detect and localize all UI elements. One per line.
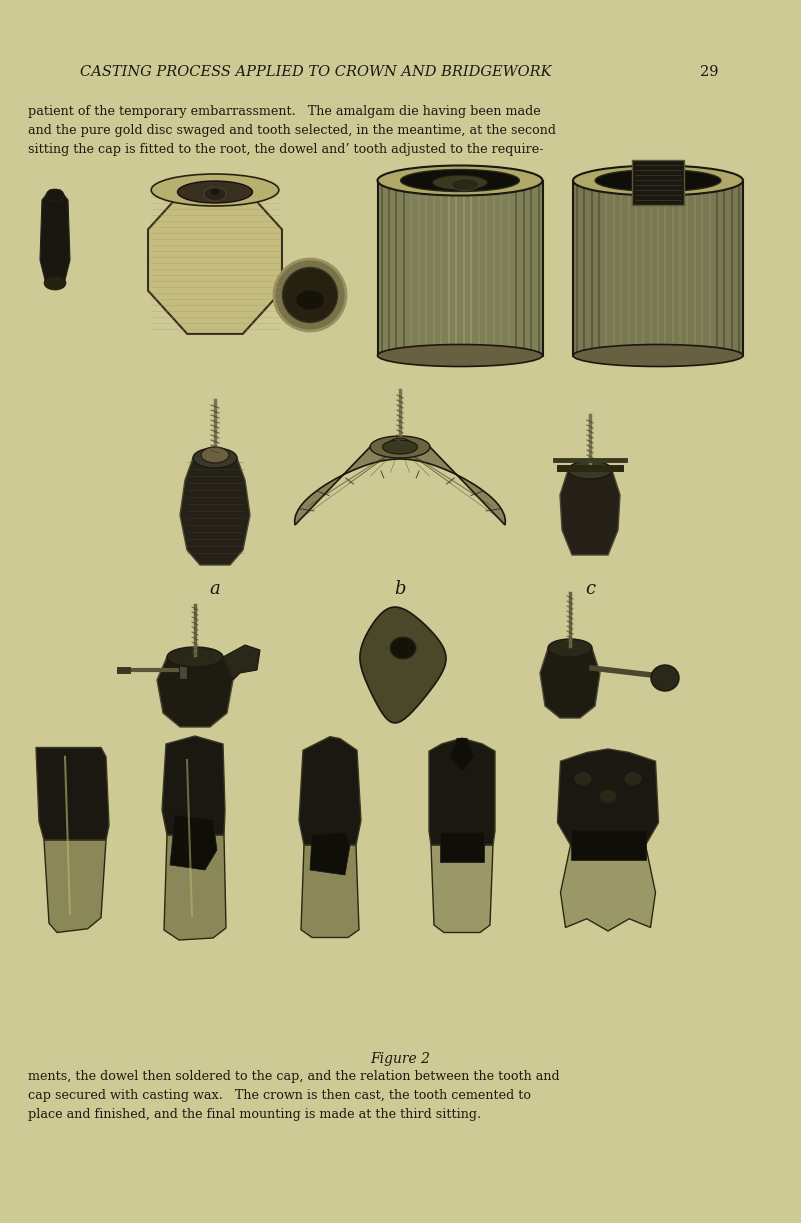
Ellipse shape — [651, 665, 679, 691]
Ellipse shape — [193, 448, 237, 468]
Polygon shape — [170, 815, 217, 870]
Ellipse shape — [274, 259, 346, 331]
Ellipse shape — [283, 268, 337, 323]
FancyBboxPatch shape — [573, 181, 743, 356]
Ellipse shape — [44, 276, 66, 290]
Polygon shape — [36, 747, 109, 840]
Ellipse shape — [201, 446, 229, 464]
Ellipse shape — [624, 772, 642, 785]
Ellipse shape — [573, 165, 743, 196]
Polygon shape — [180, 457, 250, 565]
Ellipse shape — [210, 188, 220, 196]
Polygon shape — [295, 445, 505, 525]
Polygon shape — [310, 832, 350, 874]
Ellipse shape — [167, 647, 223, 667]
Ellipse shape — [370, 437, 430, 457]
Polygon shape — [570, 830, 646, 860]
Ellipse shape — [574, 772, 592, 785]
Polygon shape — [561, 845, 655, 931]
Polygon shape — [431, 845, 493, 932]
Ellipse shape — [377, 345, 542, 367]
Ellipse shape — [573, 345, 743, 367]
Text: patient of the temporary embarrassment.   The amalgam die having been made: patient of the temporary embarrassment. … — [28, 105, 541, 117]
Ellipse shape — [377, 165, 542, 196]
Polygon shape — [157, 657, 233, 726]
Polygon shape — [560, 470, 620, 555]
FancyBboxPatch shape — [632, 160, 684, 204]
Ellipse shape — [599, 789, 617, 804]
Polygon shape — [44, 840, 106, 932]
Text: c: c — [585, 580, 595, 598]
Polygon shape — [301, 845, 359, 938]
Text: 29: 29 — [700, 65, 718, 79]
Ellipse shape — [595, 170, 721, 192]
Polygon shape — [450, 739, 474, 769]
Ellipse shape — [178, 181, 252, 203]
Text: cap secured with casting wax.   The crown is then cast, the tooth cemented to: cap secured with casting wax. The crown … — [28, 1088, 531, 1102]
Ellipse shape — [389, 438, 411, 453]
Ellipse shape — [46, 190, 64, 201]
Ellipse shape — [383, 440, 417, 454]
Ellipse shape — [204, 187, 226, 201]
Polygon shape — [223, 645, 260, 680]
Ellipse shape — [296, 290, 324, 309]
Text: b: b — [394, 580, 406, 598]
Text: and the pure gold disc swaged and tooth selected, in the meantime, at the second: and the pure gold disc swaged and tooth … — [28, 124, 556, 137]
Polygon shape — [557, 748, 658, 845]
Polygon shape — [540, 648, 600, 718]
Text: CASTING PROCESS APPLIED TO CROWN AND BRIDGEWORK: CASTING PROCESS APPLIED TO CROWN AND BRI… — [80, 65, 552, 79]
Text: sitting the cap is fitted to the root, the dowel and’ tooth adjusted to the requ: sitting the cap is fitted to the root, t… — [28, 143, 544, 157]
Polygon shape — [162, 736, 225, 835]
Ellipse shape — [568, 461, 612, 479]
Polygon shape — [148, 186, 282, 334]
Polygon shape — [40, 190, 70, 280]
FancyBboxPatch shape — [179, 660, 187, 679]
Polygon shape — [360, 607, 446, 723]
Ellipse shape — [433, 175, 488, 190]
Ellipse shape — [400, 170, 519, 192]
Text: place and finished, and the final mounting is made at the third sitting.: place and finished, and the final mounti… — [28, 1108, 481, 1121]
Text: ments, the dowel then soldered to the cap, and the relation between the tooth an: ments, the dowel then soldered to the ca… — [28, 1070, 560, 1084]
Polygon shape — [429, 739, 495, 845]
Ellipse shape — [151, 174, 279, 205]
Ellipse shape — [451, 179, 479, 191]
Text: Figure 2: Figure 2 — [370, 1052, 430, 1066]
Polygon shape — [440, 832, 484, 862]
Ellipse shape — [548, 638, 592, 657]
FancyBboxPatch shape — [377, 181, 542, 356]
Polygon shape — [164, 835, 226, 940]
Polygon shape — [299, 736, 361, 845]
Text: a: a — [210, 580, 220, 598]
Ellipse shape — [390, 637, 416, 659]
